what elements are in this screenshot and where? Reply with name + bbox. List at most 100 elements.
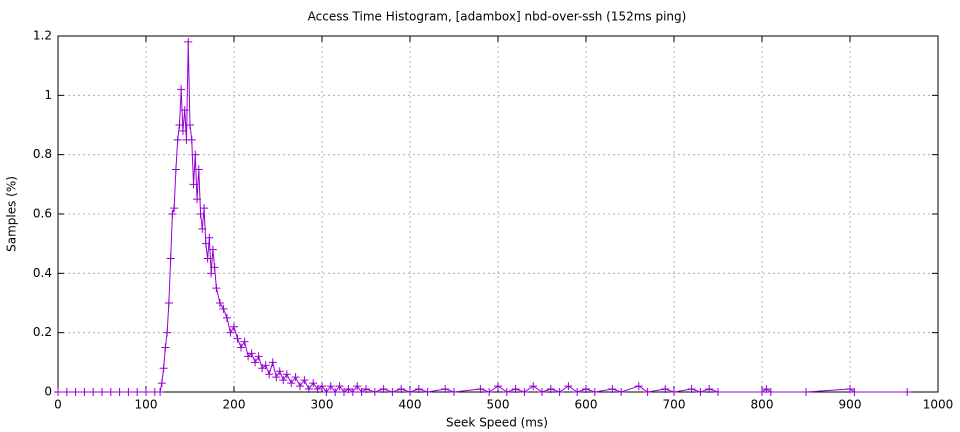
data-point [494, 382, 502, 391]
data-point [171, 165, 180, 174]
data-point [133, 388, 142, 396]
data-point [189, 180, 198, 189]
data-point [714, 388, 722, 396]
data-point [62, 388, 71, 396]
data-point [388, 388, 397, 396]
data-point [287, 379, 296, 388]
data-point [850, 388, 859, 396]
data-point [282, 370, 291, 379]
y-tick-label: 0.6 [33, 207, 52, 221]
data-point [163, 328, 172, 337]
data-point [268, 358, 277, 367]
data-point [106, 388, 115, 396]
x-axis-label: Seek Speed (ms) [446, 416, 548, 430]
y-tick-label: 0 [44, 385, 52, 399]
data-point [441, 385, 450, 394]
data-point [233, 334, 242, 343]
data-point [279, 376, 288, 385]
data-point [230, 322, 238, 331]
data-point [157, 379, 166, 388]
data-point [207, 269, 216, 278]
data-point [201, 239, 210, 248]
data-point [164, 299, 173, 307]
data-point [331, 388, 340, 396]
data-point [212, 284, 221, 293]
x-tick-label: 700 [663, 398, 686, 412]
data-point [661, 385, 670, 394]
data-point [184, 37, 193, 46]
x-tick-label: 1000 [923, 398, 954, 412]
data-point [237, 343, 246, 352]
data-point [608, 385, 617, 394]
data-point [272, 373, 281, 382]
data-point [247, 349, 256, 358]
data-point [261, 361, 270, 370]
y-tick-label: 1 [44, 88, 52, 102]
data-point [634, 382, 643, 391]
data-point [251, 358, 260, 367]
y-tick-label: 0.2 [33, 325, 52, 339]
data-point [177, 85, 186, 94]
data-point [226, 328, 235, 337]
y-tick-label: 0.8 [33, 147, 52, 161]
data-point [193, 195, 202, 204]
x-tick-label: 800 [751, 398, 774, 412]
data-point [89, 388, 98, 396]
data-point [485, 388, 494, 396]
data-point [564, 382, 573, 391]
data-point [210, 263, 219, 272]
data-point [300, 376, 309, 385]
data-point [643, 388, 652, 396]
data-point [186, 121, 194, 129]
data-point [98, 388, 106, 396]
data-point [208, 245, 217, 254]
data-point [450, 388, 458, 396]
data-point [219, 304, 228, 313]
x-tick-label: 100 [135, 398, 158, 412]
data-point [142, 388, 150, 396]
data-point [71, 388, 80, 396]
data-point [54, 388, 62, 396]
data-point [502, 388, 511, 396]
data-point [296, 382, 304, 391]
data-point [203, 254, 212, 263]
data-point [198, 224, 207, 233]
data-point [156, 388, 165, 396]
data-point [538, 388, 546, 396]
data-point [696, 388, 705, 396]
x-tick-label: 900 [839, 398, 862, 412]
data-point [205, 233, 214, 242]
x-tick-label: 0 [54, 398, 62, 412]
data-point [687, 385, 696, 394]
data-point [555, 388, 564, 396]
plot-frame [57, 35, 939, 393]
data-point [353, 382, 362, 391]
data-point [370, 388, 379, 396]
x-tick-label: 500 [487, 398, 510, 412]
data-point [362, 385, 370, 394]
data-point [322, 388, 331, 396]
x-tick-label: 400 [399, 398, 422, 412]
data-point [222, 313, 231, 322]
data-line [58, 41, 908, 393]
data-point [309, 379, 318, 388]
data-point [476, 385, 485, 394]
data-point [196, 210, 205, 218]
data-point [670, 388, 678, 396]
data-point [802, 388, 810, 396]
data-point [529, 382, 538, 391]
data-point [187, 135, 196, 144]
data-point [520, 388, 529, 396]
data-point [318, 382, 326, 391]
x-tick-label: 200 [223, 398, 246, 412]
y-axis-label: Samples (%) [5, 176, 19, 252]
data-point [168, 210, 177, 218]
data-point [573, 388, 582, 396]
data-point [406, 388, 414, 396]
data-point [175, 121, 184, 129]
data-point [340, 388, 348, 396]
data-point [291, 373, 300, 382]
data-point [705, 385, 714, 394]
